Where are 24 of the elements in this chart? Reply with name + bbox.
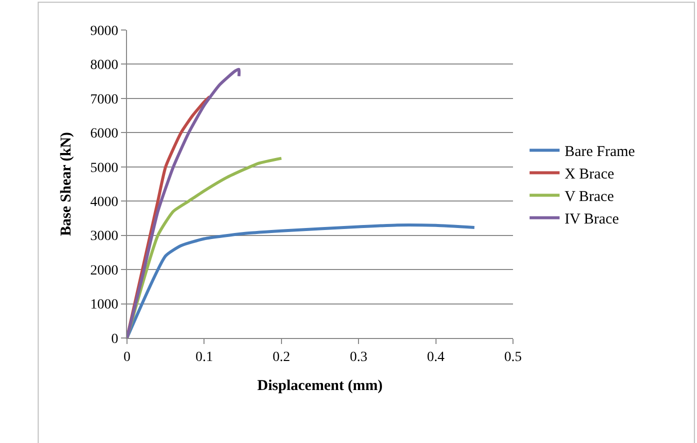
y-tick-label: 8000 bbox=[90, 58, 118, 74]
x-tick-label: 0.5 bbox=[504, 350, 522, 365]
legend-label: Bare Frame bbox=[564, 144, 636, 160]
y-tick-label: 9000 bbox=[90, 24, 118, 39]
y-tick-label: 2000 bbox=[90, 263, 118, 278]
x-tick-label: 0.4 bbox=[427, 350, 445, 365]
y-tick-label: 5000 bbox=[90, 160, 118, 176]
x-tick-label: 0 bbox=[124, 350, 130, 365]
y-tick-label: 1000 bbox=[90, 298, 118, 313]
line-series bbox=[127, 68, 241, 338]
x-tick-label: 0.1 bbox=[195, 350, 213, 365]
y-tick-label: 7000 bbox=[90, 92, 118, 108]
line-series bbox=[127, 224, 476, 338]
y-tick-label: 3000 bbox=[90, 229, 118, 244]
x-axis-title: Displacement (mm) bbox=[257, 378, 383, 394]
x-tick-label: 0.2 bbox=[272, 350, 290, 365]
legend-label: IV Brace bbox=[564, 212, 620, 228]
legend-label: X Brace bbox=[564, 166, 614, 183]
x-tick-label: 0.3 bbox=[350, 350, 368, 365]
legend-label: V Brace bbox=[564, 189, 614, 206]
y-tick-label: 6000 bbox=[90, 126, 118, 142]
y-tick-label: 0 bbox=[111, 332, 118, 347]
y-tick-label: 4000 bbox=[90, 195, 118, 210]
y-axis-title: Base Shear (kN) bbox=[58, 132, 74, 236]
